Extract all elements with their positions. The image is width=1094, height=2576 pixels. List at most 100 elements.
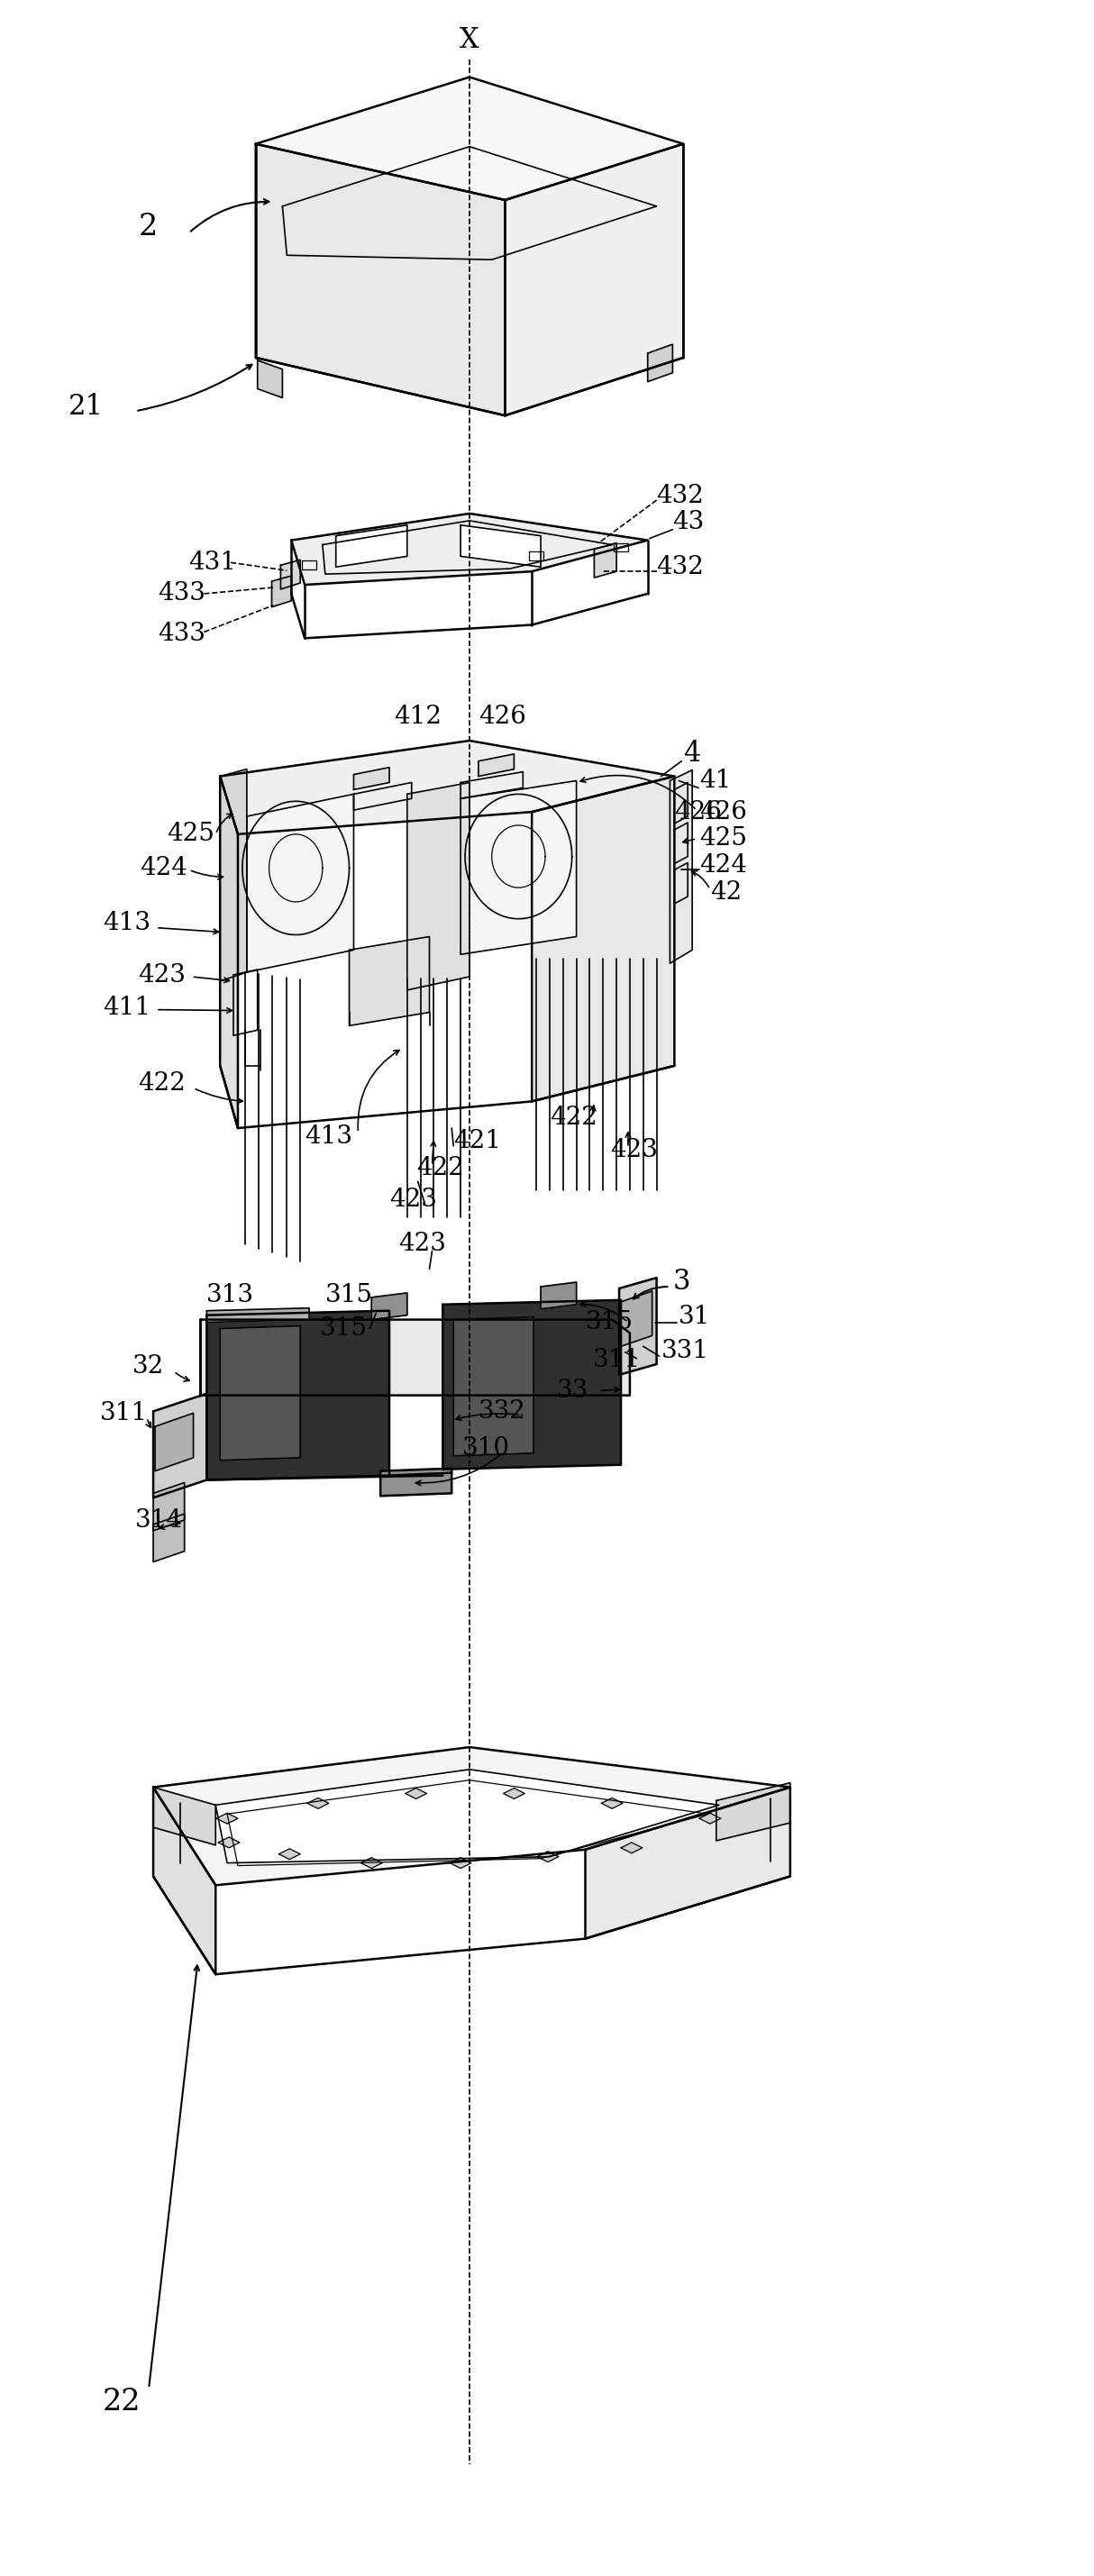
Text: 22: 22 <box>103 2388 141 2416</box>
Text: 433: 433 <box>158 621 206 647</box>
Text: X: X <box>459 26 479 54</box>
Text: 423: 423 <box>138 963 186 987</box>
Text: 332: 332 <box>478 1399 526 1425</box>
Text: 423: 423 <box>610 1139 657 1162</box>
Polygon shape <box>461 781 577 956</box>
Text: 423: 423 <box>389 1188 437 1211</box>
Polygon shape <box>381 1468 452 1497</box>
Polygon shape <box>602 1798 622 1808</box>
Polygon shape <box>407 783 469 989</box>
Polygon shape <box>153 1515 185 1561</box>
Polygon shape <box>450 1857 472 1868</box>
Polygon shape <box>648 345 673 381</box>
Text: 433: 433 <box>158 582 206 605</box>
Polygon shape <box>619 1278 656 1376</box>
Polygon shape <box>200 1319 630 1396</box>
Text: 313: 313 <box>207 1283 255 1309</box>
Text: 426: 426 <box>478 703 526 729</box>
Text: 315: 315 <box>319 1316 368 1340</box>
Polygon shape <box>217 1814 237 1824</box>
Text: 43: 43 <box>673 510 705 536</box>
Text: 310: 310 <box>463 1437 510 1461</box>
Polygon shape <box>247 793 353 971</box>
Polygon shape <box>153 1394 207 1497</box>
Polygon shape <box>207 1311 389 1481</box>
Text: 311: 311 <box>100 1401 148 1425</box>
Polygon shape <box>353 768 389 791</box>
Text: 425: 425 <box>699 827 747 850</box>
Text: 425: 425 <box>166 822 214 848</box>
Text: 426: 426 <box>699 799 747 824</box>
Polygon shape <box>153 1788 216 1973</box>
Polygon shape <box>336 526 407 567</box>
Text: 33: 33 <box>557 1378 589 1404</box>
Polygon shape <box>153 1788 216 1844</box>
Polygon shape <box>540 1283 577 1309</box>
Polygon shape <box>717 1783 790 1842</box>
Polygon shape <box>279 1850 300 1860</box>
Text: 422: 422 <box>138 1072 186 1095</box>
Text: 432: 432 <box>656 554 705 580</box>
Text: 3: 3 <box>673 1267 690 1296</box>
Text: 315: 315 <box>585 1311 633 1334</box>
Text: 21: 21 <box>69 392 104 420</box>
Text: 432: 432 <box>656 484 705 507</box>
Text: 4: 4 <box>684 739 700 768</box>
Polygon shape <box>699 1814 721 1824</box>
Text: 31: 31 <box>679 1306 711 1329</box>
Text: 2: 2 <box>138 211 158 242</box>
Polygon shape <box>257 361 282 397</box>
Polygon shape <box>207 1309 310 1321</box>
Polygon shape <box>153 1747 790 1886</box>
Polygon shape <box>219 1837 240 1847</box>
Polygon shape <box>220 742 674 835</box>
Polygon shape <box>291 513 648 585</box>
Polygon shape <box>281 559 300 590</box>
Polygon shape <box>453 1316 534 1455</box>
Polygon shape <box>532 775 674 1103</box>
Polygon shape <box>220 775 237 1128</box>
Text: 412: 412 <box>394 703 442 729</box>
Polygon shape <box>505 144 684 415</box>
Polygon shape <box>406 1788 427 1798</box>
Text: 314: 314 <box>136 1507 183 1533</box>
Text: 421: 421 <box>453 1128 501 1154</box>
Text: 424: 424 <box>699 853 747 878</box>
Text: 431: 431 <box>189 551 236 574</box>
Polygon shape <box>271 577 291 608</box>
Text: 413: 413 <box>305 1126 352 1149</box>
Text: 423: 423 <box>398 1231 446 1257</box>
Text: 315: 315 <box>325 1283 373 1309</box>
Polygon shape <box>670 770 693 963</box>
Polygon shape <box>216 1770 719 1862</box>
Polygon shape <box>256 144 505 415</box>
Polygon shape <box>220 1327 300 1461</box>
Polygon shape <box>153 1484 185 1530</box>
Polygon shape <box>537 1852 559 1862</box>
Polygon shape <box>372 1293 407 1319</box>
Text: 422: 422 <box>549 1105 597 1131</box>
Polygon shape <box>155 1414 194 1471</box>
Text: 41: 41 <box>699 768 731 793</box>
Polygon shape <box>256 77 684 201</box>
Polygon shape <box>307 1798 328 1808</box>
Text: 422: 422 <box>416 1157 464 1180</box>
Text: 331: 331 <box>661 1340 709 1363</box>
Text: 426: 426 <box>674 799 722 824</box>
Text: 411: 411 <box>103 997 150 1020</box>
Polygon shape <box>503 1788 525 1798</box>
Polygon shape <box>478 755 514 775</box>
Polygon shape <box>220 770 247 981</box>
Polygon shape <box>349 938 430 1025</box>
Polygon shape <box>585 1788 790 1940</box>
Text: 311: 311 <box>593 1347 640 1373</box>
Polygon shape <box>621 1842 642 1852</box>
Polygon shape <box>461 526 540 567</box>
Polygon shape <box>594 544 617 577</box>
Polygon shape <box>621 1291 652 1347</box>
Text: 424: 424 <box>140 855 187 881</box>
Polygon shape <box>361 1857 382 1868</box>
Text: 32: 32 <box>132 1355 164 1378</box>
Polygon shape <box>443 1301 621 1468</box>
Text: 413: 413 <box>103 912 150 935</box>
